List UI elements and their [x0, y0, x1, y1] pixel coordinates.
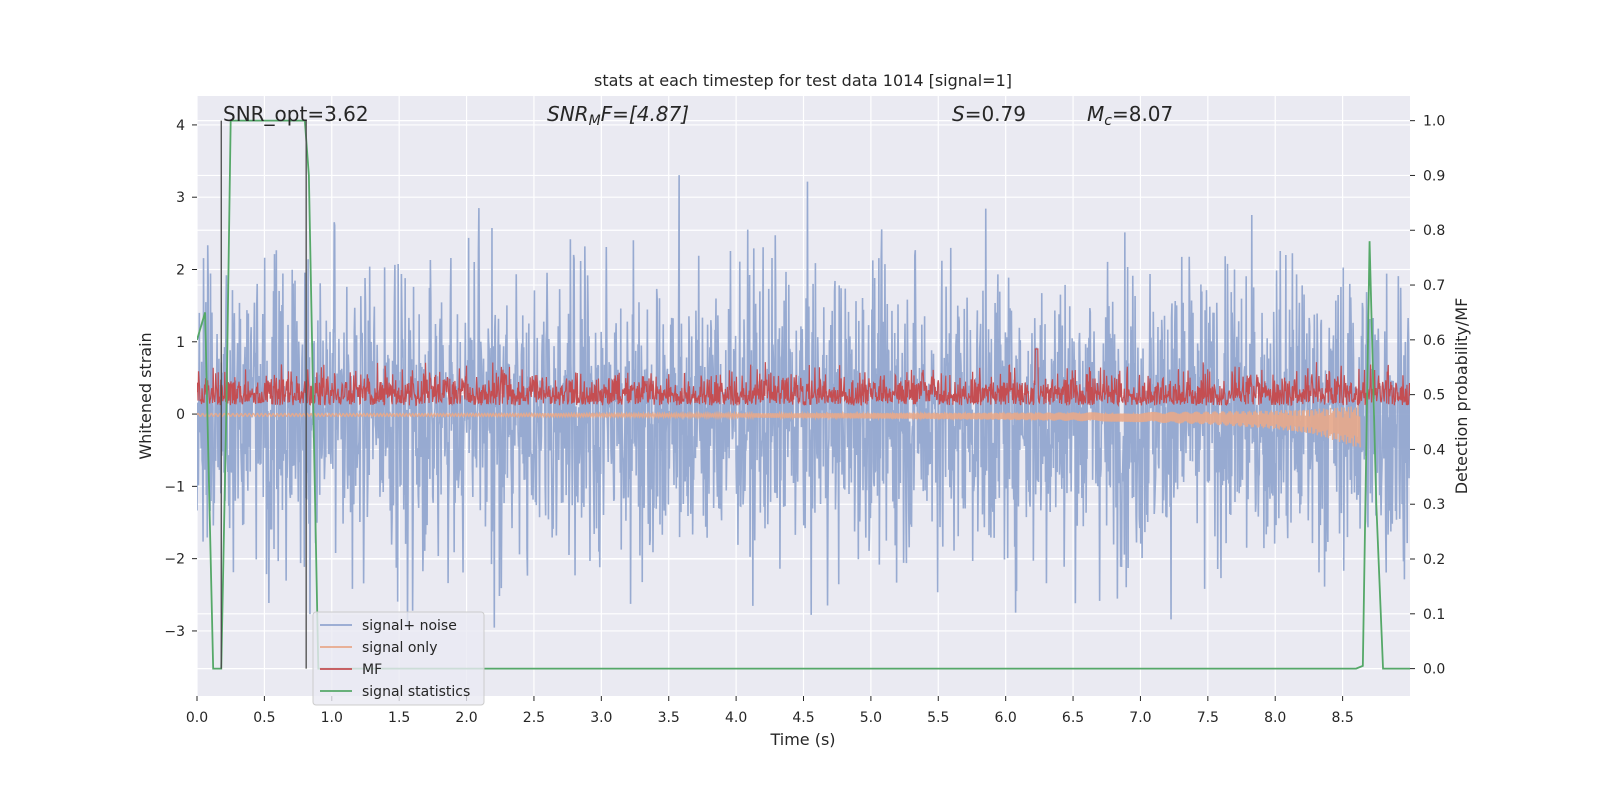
y-right-tick-label: 0.5 [1423, 388, 1445, 404]
y-right-tick-label: 0.3 [1423, 497, 1445, 513]
x-tick-label: 8.0 [1264, 710, 1286, 726]
annotation-mc: Mc=8.07 [1087, 102, 1173, 129]
x-tick-label: 1.5 [388, 710, 410, 726]
annotation-snr-opt: SNR_opt=3.62 [223, 102, 369, 126]
y-right-tick-label: 0.9 [1423, 168, 1445, 184]
chart-title: stats at each timestep for test data 101… [594, 71, 1012, 90]
legend-label-signal-only: signal only [362, 640, 437, 656]
legend-box [312, 611, 485, 706]
y-tick-label: 3 [176, 190, 185, 206]
annotation-mc-tail: =8.07 [1112, 102, 1173, 126]
y-right-tick-label: 0.0 [1423, 662, 1445, 678]
legend-label-signal-noise: signal+ noise [362, 618, 457, 634]
x-tick-label: 5.5 [927, 710, 949, 726]
y-right-tick-label: 0.6 [1423, 333, 1445, 349]
x-tick-label: 6.0 [995, 710, 1017, 726]
annotation-s-main: S [952, 102, 965, 126]
y-right-tick-label: 0.1 [1423, 607, 1445, 623]
annotation-snr-mf: SNRMF=[4.87] [547, 102, 689, 129]
vertical-markers [220, 120, 307, 669]
x-tick-label: 3.5 [658, 710, 680, 726]
y-right-tick-label: 0.8 [1423, 223, 1445, 239]
x-tick-label: 7.5 [1197, 710, 1219, 726]
y-tick-label: 2 [176, 262, 185, 278]
annotation-mc-main: M [1087, 102, 1104, 126]
x-tick-label: 4.5 [792, 710, 814, 726]
annotation-snr-mf-main: SNR [547, 102, 589, 126]
x-axis-label: Time (s) [769, 730, 835, 749]
x-tick-label: 1.0 [321, 710, 343, 726]
y-right-tick-label: 0.4 [1423, 442, 1445, 458]
x-tick-label: 4.0 [725, 710, 747, 726]
y-tick-label: −2 [164, 552, 185, 568]
y-tick-label: 0 [176, 407, 185, 423]
tick-labels: 0.0 0.5 1.0 1.5 2.0 2.5 3.0 3.5 4.0 4.5 5.0 5.5 6.0 6… [164, 114, 1445, 726]
x-tick-label: 7.0 [1129, 710, 1151, 726]
y-axis-right-label: Detection probability/MF [1452, 298, 1471, 495]
series-mf [197, 348, 1410, 408]
x-tick-label: 3.0 [590, 710, 612, 726]
x-tick-label: 2.0 [455, 710, 477, 726]
y-tick-label: 4 [176, 118, 185, 134]
annotation-mc-sub: c [1104, 113, 1112, 129]
x-tick-label: 0.5 [253, 710, 275, 726]
series-layer [197, 119, 1410, 670]
x-tick-label: 2.5 [523, 710, 545, 726]
y-right-tick-label: 0.2 [1423, 552, 1445, 568]
y-tick-label: 1 [176, 335, 185, 351]
legend: signal+ noise signal only MF signal stat… [312, 611, 485, 706]
legend-label-signal-statistics: signal statistics [362, 684, 470, 700]
x-tick-label: 5.0 [860, 710, 882, 726]
y-tick-label: −3 [164, 624, 185, 640]
series-signal-statistics [197, 119, 1410, 670]
annotation-snr-mf-tail-f: F=[4.87] [601, 102, 689, 126]
annotation-snr-mf-sub: M [589, 113, 601, 129]
annotation-s: S=0.79 [952, 102, 1026, 126]
x-tick-label: 8.5 [1331, 710, 1353, 726]
x-tick-label: 0.0 [186, 710, 208, 726]
y-right-tick-label: 1.0 [1423, 114, 1445, 130]
legend-label-mf: MF [362, 662, 382, 678]
y-axis-label: Whitened strain [136, 332, 155, 459]
series-signal-only [197, 405, 1361, 448]
y-tick-label: −1 [164, 479, 185, 495]
x-tick-label: 6.5 [1062, 710, 1084, 726]
annotation-s-tail: =0.79 [965, 102, 1026, 126]
y-right-tick-label: 0.7 [1423, 278, 1445, 294]
